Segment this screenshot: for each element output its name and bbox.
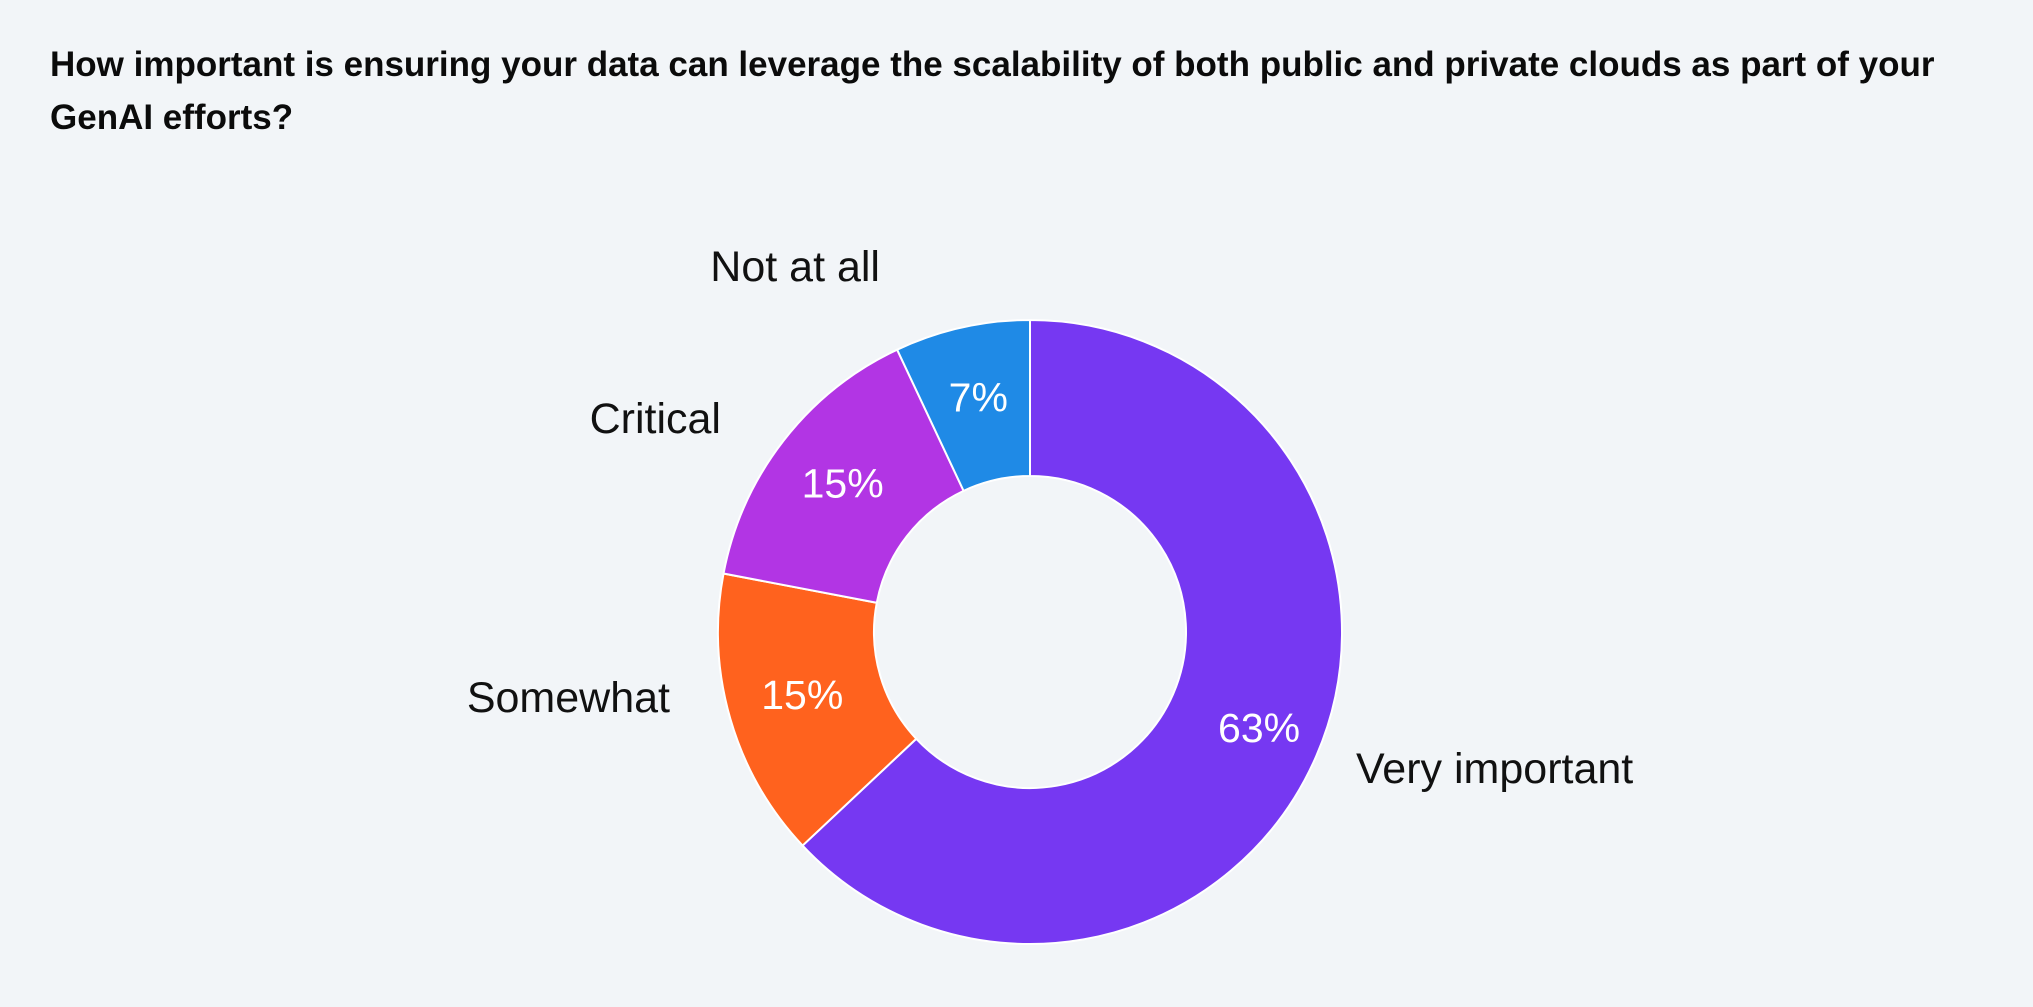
category-label-critical: Critical (590, 395, 721, 443)
value-label-critical: 15% (802, 460, 884, 506)
value-label-very-important: 63% (1218, 705, 1300, 751)
value-label-somewhat: 15% (761, 672, 843, 718)
slice-somewhat (716, 572, 918, 847)
category-label-somewhat: Somewhat (467, 674, 670, 722)
chart-title: How important is ensuring your data can … (50, 45, 1935, 137)
slice-not-at-all (895, 318, 1031, 493)
slice-very-important (801, 318, 1343, 945)
category-label-not-at-all: Not at all (710, 243, 880, 291)
category-label-very-important: Very important (1356, 745, 1633, 793)
value-label-not-at-all: 7% (949, 374, 1008, 420)
slice-critical (722, 348, 965, 604)
